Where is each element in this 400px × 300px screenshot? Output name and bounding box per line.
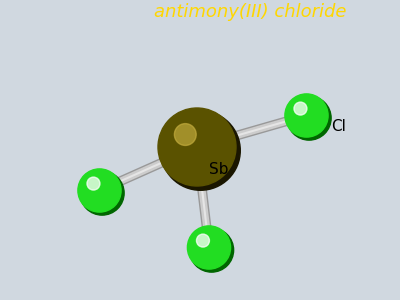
Text: antimony(III) chloride: antimony(III) chloride xyxy=(154,3,347,21)
Circle shape xyxy=(161,111,240,190)
Circle shape xyxy=(187,226,230,269)
Circle shape xyxy=(285,94,328,137)
Circle shape xyxy=(78,169,121,212)
Circle shape xyxy=(294,102,307,115)
Circle shape xyxy=(80,171,124,215)
Text: Sb: Sb xyxy=(209,162,228,177)
Circle shape xyxy=(158,108,236,186)
Text: Cl: Cl xyxy=(331,119,346,134)
Circle shape xyxy=(174,124,196,146)
Circle shape xyxy=(190,228,234,272)
Circle shape xyxy=(196,234,210,247)
Circle shape xyxy=(287,96,331,140)
Circle shape xyxy=(87,177,100,190)
